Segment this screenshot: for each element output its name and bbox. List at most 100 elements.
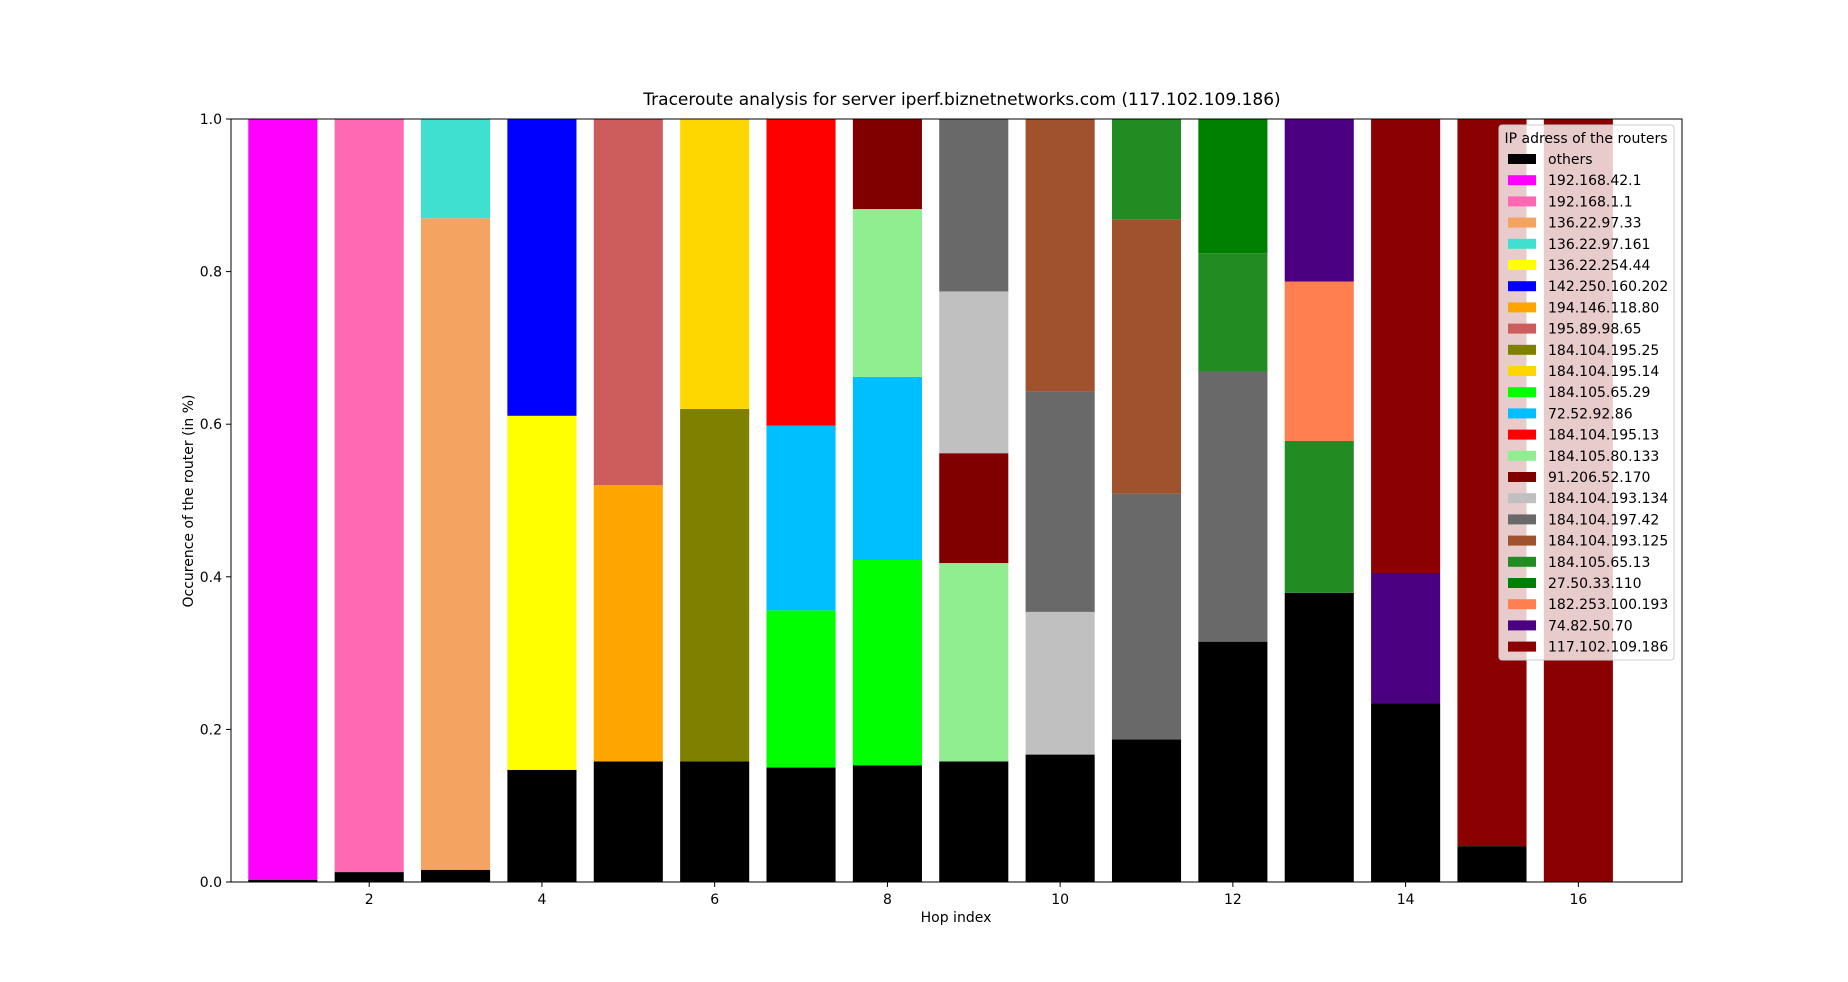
bar-segment-hop7-1 (766, 610, 836, 768)
bar-segment-hop12-1 (1198, 371, 1268, 642)
legend-swatch (1508, 514, 1536, 525)
legend-entry-label: others (1548, 152, 1593, 168)
bar-segment-hop6-0 (680, 761, 750, 882)
legend-swatch (1508, 302, 1536, 313)
bar-segment-hop11-3 (1111, 119, 1182, 220)
bar-segment-hop7-0 (766, 767, 836, 882)
legend-entry-label: 72.52.92.86 (1548, 406, 1633, 422)
bar-segment-hop2-0 (334, 872, 404, 882)
legend-swatch (1508, 387, 1536, 398)
legend-swatch (1508, 154, 1536, 164)
legend-swatch (1508, 599, 1536, 610)
legend-swatch (1508, 556, 1536, 567)
legend-swatch (1508, 450, 1536, 461)
x-tick-label: 2 (365, 892, 374, 908)
legend-entry-label: 136.22.97.161 (1548, 237, 1650, 253)
bar-segment-hop3-0 (421, 869, 491, 882)
legend-swatch (1508, 175, 1536, 186)
legend-swatch (1508, 323, 1536, 334)
x-tick-label: 10 (1051, 892, 1069, 908)
bar-segment-hop11-2 (1111, 219, 1182, 494)
bar-segment-hop13-1 (1284, 440, 1354, 593)
legend-entry-label: 91.206.52.170 (1548, 470, 1650, 486)
legend-entry-label: 192.168.42.1 (1548, 173, 1642, 189)
bar-segment-hop14-2 (1371, 119, 1441, 573)
legend-entry-label: 117.102.109.186 (1548, 640, 1668, 656)
legend-entry-label: 184.104.195.13 (1548, 428, 1659, 444)
legend-entry-label: 195.89.98.65 (1548, 322, 1642, 338)
legend-swatch (1508, 238, 1536, 249)
x-tick-label: 8 (883, 892, 892, 908)
legend-swatch (1508, 620, 1536, 631)
bar-segment-hop9-3 (939, 291, 1009, 454)
legend-entry-label: 184.105.65.29 (1548, 385, 1650, 401)
y-axis-ticks: 0.0 0.2 0.4 0.6 0.8 1.0 (200, 112, 231, 891)
bar-segment-hop10-0 (1025, 754, 1095, 882)
legend-entry-label: 184.104.193.125 (1548, 534, 1668, 550)
bar-segment-hop10-2 (1025, 391, 1095, 612)
legend-swatch (1508, 493, 1536, 504)
x-tick-label: 14 (1397, 892, 1415, 908)
bar-segment-hop15-0 (1457, 846, 1527, 882)
bar-segment-hop13-2 (1284, 281, 1354, 441)
bar-segment-hop14-1 (1371, 572, 1441, 704)
legend-entry-label: 27.50.33.110 (1548, 576, 1642, 592)
legend-entry-label: 184.104.193.134 (1548, 491, 1668, 507)
legend-swatch (1508, 641, 1536, 652)
bar-segment-hop4-0 (507, 769, 577, 882)
bar-segment-hop6-1 (680, 408, 750, 762)
x-tick-label: 6 (710, 892, 719, 908)
y-axis-label: Occurence of the router (in %) (181, 395, 197, 608)
legend-entry-label: 184.105.65.13 (1548, 555, 1650, 571)
bar-segment-hop7-3 (766, 119, 836, 426)
bar-segment-hop9-1 (939, 563, 1009, 762)
legend-swatch (1508, 217, 1536, 228)
legend-swatch (1508, 472, 1536, 482)
bar-segment-hop3-1 (421, 218, 491, 870)
y-tick-label: 1.0 (200, 112, 222, 128)
bar-segment-hop5-0 (593, 761, 663, 882)
legend-entry-label: 184.104.195.25 (1548, 343, 1659, 359)
bar-segment-hop8-1 (852, 560, 922, 766)
bar-segment-hop8-0 (852, 765, 922, 882)
bar-segment-hop13-3 (1284, 119, 1354, 282)
x-tick-label: 16 (1569, 892, 1587, 908)
bar-segment-hop12-3 (1198, 119, 1268, 254)
legend-entry-label: 136.22.97.33 (1548, 216, 1642, 232)
bar-segment-hop11-1 (1111, 493, 1182, 740)
plot-frame (230, 118, 1683, 883)
bar-segment-hop9-4 (939, 119, 1009, 292)
legend-entry-label: 192.168.1.1 (1548, 194, 1633, 210)
bar-segment-hop8-4 (852, 119, 922, 210)
y-tick-label: 0.0 (200, 875, 222, 891)
y-tick-label: 0.6 (200, 417, 222, 433)
legend-entry-label: 74.82.50.70 (1548, 618, 1633, 634)
x-tick-label: 12 (1224, 892, 1242, 908)
bar-segment-hop8-3 (852, 209, 922, 377)
bar-segment-hop5-2 (593, 119, 663, 486)
legend-title: IP adress of the routers (1505, 131, 1668, 147)
x-axis-label: Hop index (921, 910, 992, 926)
legend-entry-label: 184.104.197.42 (1548, 512, 1659, 528)
bar-segment-hop1-0 (248, 879, 318, 882)
bar-segment-hop4-1 (507, 415, 577, 770)
legend-swatch (1508, 281, 1536, 292)
y-tick-label: 0.2 (200, 722, 222, 738)
legend-swatch (1508, 260, 1536, 270)
bar-segment-hop9-0 (939, 761, 1009, 882)
bar-segment-hop13-0 (1284, 592, 1354, 882)
bar-segment-hop7-2 (766, 425, 836, 611)
legend-swatch (1508, 429, 1536, 440)
legend-entry-label: 194.146.118.80 (1548, 300, 1659, 316)
legend-entry-label: 136.22.254.44 (1548, 258, 1651, 274)
legend-swatch (1508, 344, 1536, 355)
x-tick-label: 4 (537, 892, 546, 908)
bar-segment-hop6-2 (680, 119, 750, 409)
bar-segment-hop14-0 (1371, 703, 1441, 882)
bar-segment-hop10-3 (1025, 119, 1095, 392)
bars-layer (248, 119, 1613, 882)
x-axis-ticks: 2 4 6 8 10 12 14 16 (365, 882, 1587, 908)
y-tick-label: 0.4 (200, 570, 222, 586)
bar-segment-hop9-2 (939, 453, 1009, 564)
